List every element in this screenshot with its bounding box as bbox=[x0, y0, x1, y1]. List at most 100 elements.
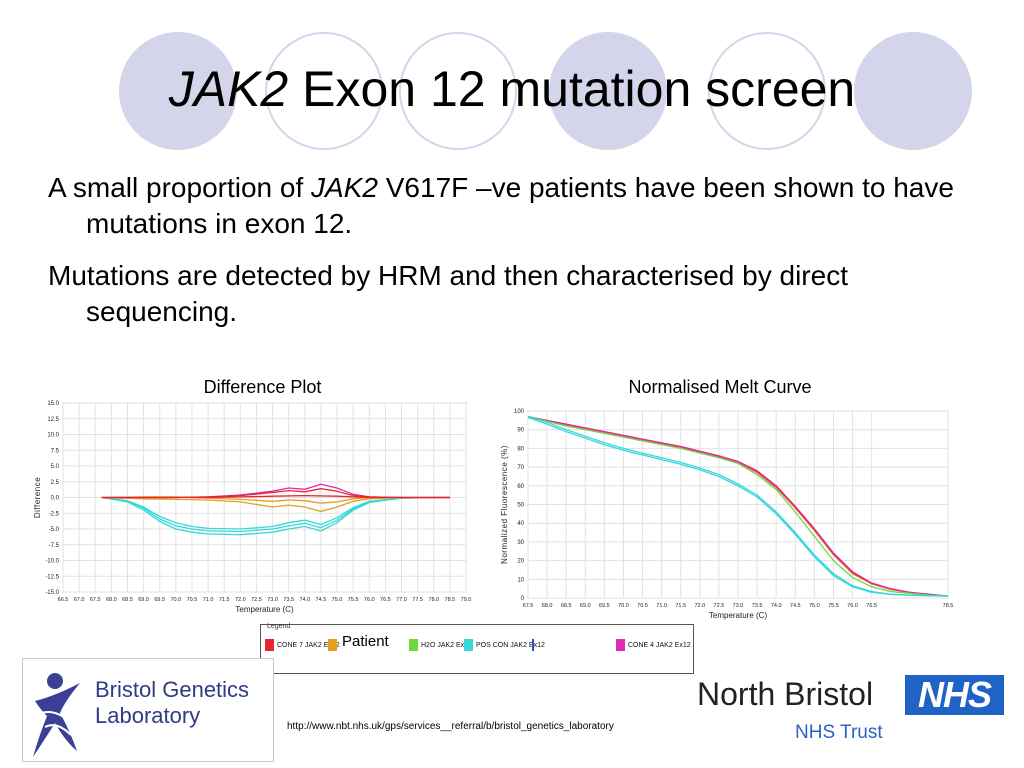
legend-item: POS CON JAK2 Ex12 bbox=[464, 639, 545, 651]
x-tick-label: 77.0 bbox=[396, 597, 407, 603]
legend-item bbox=[532, 639, 537, 651]
bullet-2: Mutations are detected by HRM and then c… bbox=[48, 260, 848, 327]
decor-circle bbox=[708, 32, 826, 150]
legend-swatch bbox=[328, 639, 337, 651]
decor-circle bbox=[854, 32, 972, 150]
decor-circle bbox=[265, 32, 383, 150]
x-tick-label: 68.0 bbox=[106, 597, 117, 603]
y-tick-label: 0 bbox=[521, 596, 525, 602]
x-tick-label: 66.5 bbox=[58, 597, 69, 603]
legend-label: POS CON JAK2 Ex12 bbox=[476, 641, 545, 649]
x-tick-label: 75.5 bbox=[828, 603, 839, 609]
y-tick-label: 12.5 bbox=[47, 417, 59, 423]
y-tick-label: -12.5 bbox=[45, 574, 59, 580]
y-tick-label: 0.0 bbox=[51, 496, 60, 502]
x-tick-label: 71.5 bbox=[219, 597, 230, 603]
y-tick-label: 20 bbox=[517, 559, 524, 565]
x-tick-label: 79.0 bbox=[461, 597, 472, 603]
x-tick-label: 76.0 bbox=[364, 597, 375, 603]
y-tick-label: 80 bbox=[517, 446, 524, 452]
nhs-trust-name: NHS Trust bbox=[795, 722, 883, 743]
x-tick-label: 68.5 bbox=[561, 603, 572, 609]
chart-title-difference: Difference Plot bbox=[203, 377, 322, 397]
legend-swatch bbox=[265, 639, 274, 651]
y-tick-label: -7.5 bbox=[49, 543, 60, 549]
bristol-genetics-logo: Bristol Genetics Laboratory bbox=[22, 658, 274, 762]
bullet-1: A small proportion of JAK2 V617F –ve pat… bbox=[48, 170, 996, 242]
y-tick-label: 70 bbox=[517, 465, 524, 471]
series-line bbox=[527, 416, 949, 597]
legend-swatch bbox=[409, 639, 418, 651]
x-tick-label: 72.0 bbox=[235, 597, 246, 603]
x-tick-label: 71.0 bbox=[656, 603, 667, 609]
x-tick-label: 68.5 bbox=[122, 597, 133, 603]
legend-title: Legend bbox=[267, 623, 291, 630]
x-tick-label: 67.0 bbox=[74, 597, 85, 603]
chart-legend: Legend CONE 7 JAK2 Ex12 H2O JAK2 Ex12 PO… bbox=[260, 623, 694, 674]
legend-swatch bbox=[464, 639, 473, 651]
x-tick-label: 75.0 bbox=[332, 597, 343, 603]
x-tick-label: 74.0 bbox=[771, 603, 782, 609]
nhs-logo: NHS bbox=[905, 675, 1004, 715]
y-tick-label: 10 bbox=[517, 577, 524, 583]
x-tick-label: 73.5 bbox=[752, 603, 763, 609]
chart-title-melt: Normalised Melt Curve bbox=[628, 377, 812, 397]
x-tick-label: 70.5 bbox=[637, 603, 648, 609]
y-tick-label: 7.5 bbox=[51, 448, 60, 454]
x-tick-label: 76.0 bbox=[847, 603, 858, 609]
legend-label: H2O JAK2 Ex12 bbox=[421, 641, 472, 649]
legend-label: CONE 7 JAK2 Ex12 bbox=[277, 641, 340, 649]
x-tick-label: 67.5 bbox=[523, 603, 534, 609]
x-axis-label: Temperature (C) bbox=[235, 605, 294, 614]
x-tick-label: 75.0 bbox=[809, 603, 820, 609]
x-tick-label: 70.5 bbox=[187, 597, 198, 603]
title-text: Exon 12 mutation screen bbox=[288, 61, 856, 117]
y-tick-label: 2.5 bbox=[51, 480, 60, 486]
x-axis-label: Temperature (C) bbox=[709, 611, 768, 620]
y-tick-label: 50 bbox=[517, 503, 524, 509]
patient-label: Patient bbox=[340, 633, 391, 650]
legend-item: CONE 4 JAK2 Ex12 bbox=[616, 639, 691, 651]
y-tick-label: 40 bbox=[517, 521, 524, 527]
x-tick-label: 73.5 bbox=[283, 597, 294, 603]
legend-swatch bbox=[532, 639, 534, 651]
bullet-1-end: V617F –ve patients have been shown to ha… bbox=[86, 172, 954, 239]
legend-swatch bbox=[616, 639, 625, 651]
y-tick-label: 90 bbox=[517, 428, 524, 434]
series-line bbox=[527, 415, 949, 597]
x-tick-label: 75.5 bbox=[348, 597, 359, 603]
x-tick-label: 69.5 bbox=[154, 597, 165, 603]
y-tick-label: 30 bbox=[517, 540, 524, 546]
legend-item: CONE 7 JAK2 Ex12 bbox=[265, 639, 340, 651]
dna-figure-icon bbox=[33, 673, 80, 757]
legend-item bbox=[328, 639, 340, 651]
x-tick-label: 69.5 bbox=[599, 603, 610, 609]
x-tick-label: 74.5 bbox=[316, 597, 327, 603]
y-tick-label: 10.0 bbox=[47, 433, 59, 439]
y-tick-label: -15.0 bbox=[45, 590, 59, 596]
x-tick-label: 69.0 bbox=[138, 597, 149, 603]
x-tick-label: 72.5 bbox=[714, 603, 725, 609]
y-tick-label: 5.0 bbox=[51, 464, 60, 470]
title-gene: JAK2 bbox=[168, 61, 289, 117]
difference-plot: 15.0 12.5 10.0 7.5 5.0 2.5 0.0 -2.5 -5.0 -7.5 -10.… bbox=[33, 401, 472, 614]
x-tick-label: 78.0 bbox=[428, 597, 439, 603]
y-tick-label: -10.0 bbox=[45, 559, 59, 565]
x-tick-label: 72.0 bbox=[694, 603, 705, 609]
x-tick-label: 70.0 bbox=[618, 603, 629, 609]
x-tick-label: 76.5 bbox=[380, 597, 391, 603]
x-tick-label: 74.5 bbox=[790, 603, 801, 609]
x-tick-label: 73.0 bbox=[267, 597, 278, 603]
north-bristol-name: North Bristol bbox=[697, 676, 874, 712]
y-tick-label: 60 bbox=[517, 484, 524, 490]
y-tick-label: -5.0 bbox=[49, 527, 60, 533]
legend-item: H2O JAK2 Ex12 bbox=[409, 639, 472, 651]
x-tick-label: 73.0 bbox=[733, 603, 744, 609]
legend-label: CONE 4 JAK2 Ex12 bbox=[628, 641, 691, 649]
x-tick-label: 77.5 bbox=[412, 597, 423, 603]
source-url[interactable]: http://www.nbt.nhs.uk/gps/services__refe… bbox=[287, 721, 614, 732]
bristol-logo-line2: Laboratory bbox=[95, 703, 201, 728]
slide-title: JAK2 Exon 12 mutation screen bbox=[0, 60, 1024, 118]
x-tick-label: 68.0 bbox=[542, 603, 553, 609]
